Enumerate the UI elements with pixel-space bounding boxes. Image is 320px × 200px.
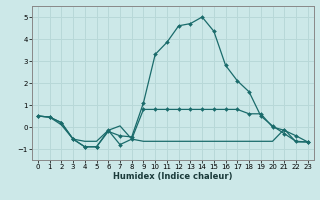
X-axis label: Humidex (Indice chaleur): Humidex (Indice chaleur) [113, 172, 233, 181]
